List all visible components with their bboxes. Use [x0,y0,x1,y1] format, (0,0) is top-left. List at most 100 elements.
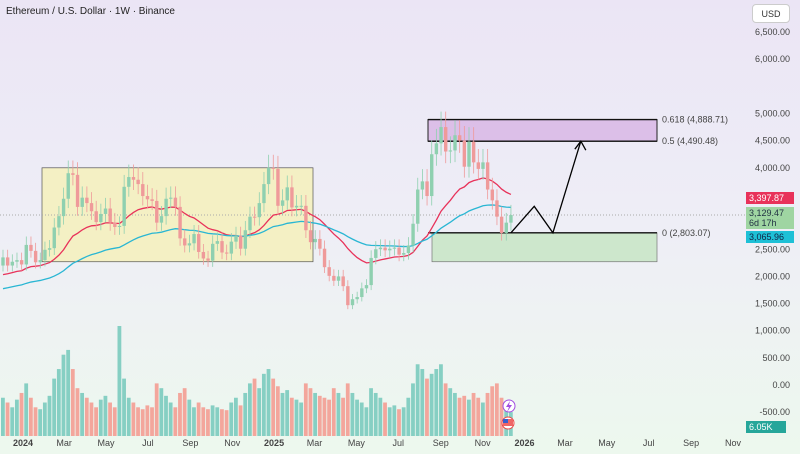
volume-bar [294,399,299,436]
ma-slow-badge: 3,065.96 [746,231,794,243]
volume-bar [164,395,168,436]
candle [117,225,122,227]
candle [336,276,341,281]
volume-bar [261,373,266,436]
volume-bar [33,407,38,436]
y-tick-label: 6,500.00 [755,27,790,37]
volume-bar [112,407,117,436]
candle [224,252,229,254]
candle [150,199,154,201]
last-price-badge: 3,129.47 6d 17h [746,207,794,229]
x-tick-label: Nov [725,438,742,448]
volume-badge: 6.05K [746,421,786,433]
candle [75,174,80,207]
candle [108,208,112,223]
volume-bar [215,407,220,436]
candle [509,215,513,223]
volume-bar [275,386,280,436]
x-tick-label: Sep [683,438,699,448]
volume-bar [89,402,94,436]
volume-bar [415,364,420,436]
candle [322,248,327,268]
x-tick-label: May [598,438,616,448]
candle [43,249,47,261]
arrow-head-icon [574,140,587,151]
x-tick-label: 2026 [514,438,534,448]
candle [350,299,355,306]
volume-bar [331,388,336,436]
candle [33,250,38,263]
candle [355,297,359,300]
x-tick-label: Sep [182,438,198,448]
candle [290,187,294,208]
candle [262,184,266,204]
candle [285,187,289,201]
volume-bar [61,354,66,436]
x-tick-label: Jul [643,438,655,448]
candle [52,227,56,249]
volume-bar [299,402,304,436]
volume-bar [467,399,471,436]
candle [85,197,89,204]
volume-bar [350,392,355,436]
candle [485,162,490,190]
volume-bar [1,397,5,436]
candle [122,186,126,226]
candle [169,197,173,199]
ma-fast-badge: 3,397.87 [746,192,794,204]
volume-bar [103,395,108,436]
candle [304,205,308,231]
candle [388,248,392,251]
candle [178,206,182,239]
lightning-glyph [506,401,512,412]
volume-bar [364,407,369,436]
candle [257,203,261,218]
candle [220,241,224,253]
candle [411,223,415,246]
x-tick-label: May [348,438,366,448]
volume-bar [406,397,411,436]
x-tick-label: Jul [142,438,154,448]
volume-bar [154,383,159,436]
candle [439,127,443,144]
candle [243,230,248,249]
volume-bar [420,369,425,436]
x-tick-label: Mar [557,438,573,448]
y-tick-label: 6,000.00 [755,54,790,64]
volume-bar [117,326,122,436]
volume-bar [229,402,234,436]
fib-label: 0 (2,803.07) [662,228,711,238]
candle [89,203,94,212]
volume-bar [434,369,439,436]
candle [252,216,257,218]
volume-bar [5,402,10,436]
candle [294,205,299,208]
y-tick-label: 5,000.00 [755,109,790,119]
candle [10,261,15,266]
candle [378,247,383,250]
candle [430,154,434,197]
candle [71,173,75,175]
candle [173,197,178,207]
volume-bar [192,407,196,436]
ma-fast-line [2,177,512,276]
volume-bar [369,388,373,436]
candle [271,167,275,169]
currency-button[interactable]: USD [752,4,790,23]
candle [360,288,364,298]
volume-bar [178,392,182,436]
volume-bar [429,373,434,436]
volume-bar [462,395,467,436]
volume-bar [24,383,29,436]
volume-bar [122,378,126,436]
candle [397,247,401,255]
candle [248,216,252,231]
volume-bar [392,405,397,436]
volume-bar [280,392,285,436]
candle [327,267,331,276]
candle [280,200,285,206]
volume-bar [140,409,145,436]
volume-bar [75,388,80,436]
candle [164,198,168,217]
